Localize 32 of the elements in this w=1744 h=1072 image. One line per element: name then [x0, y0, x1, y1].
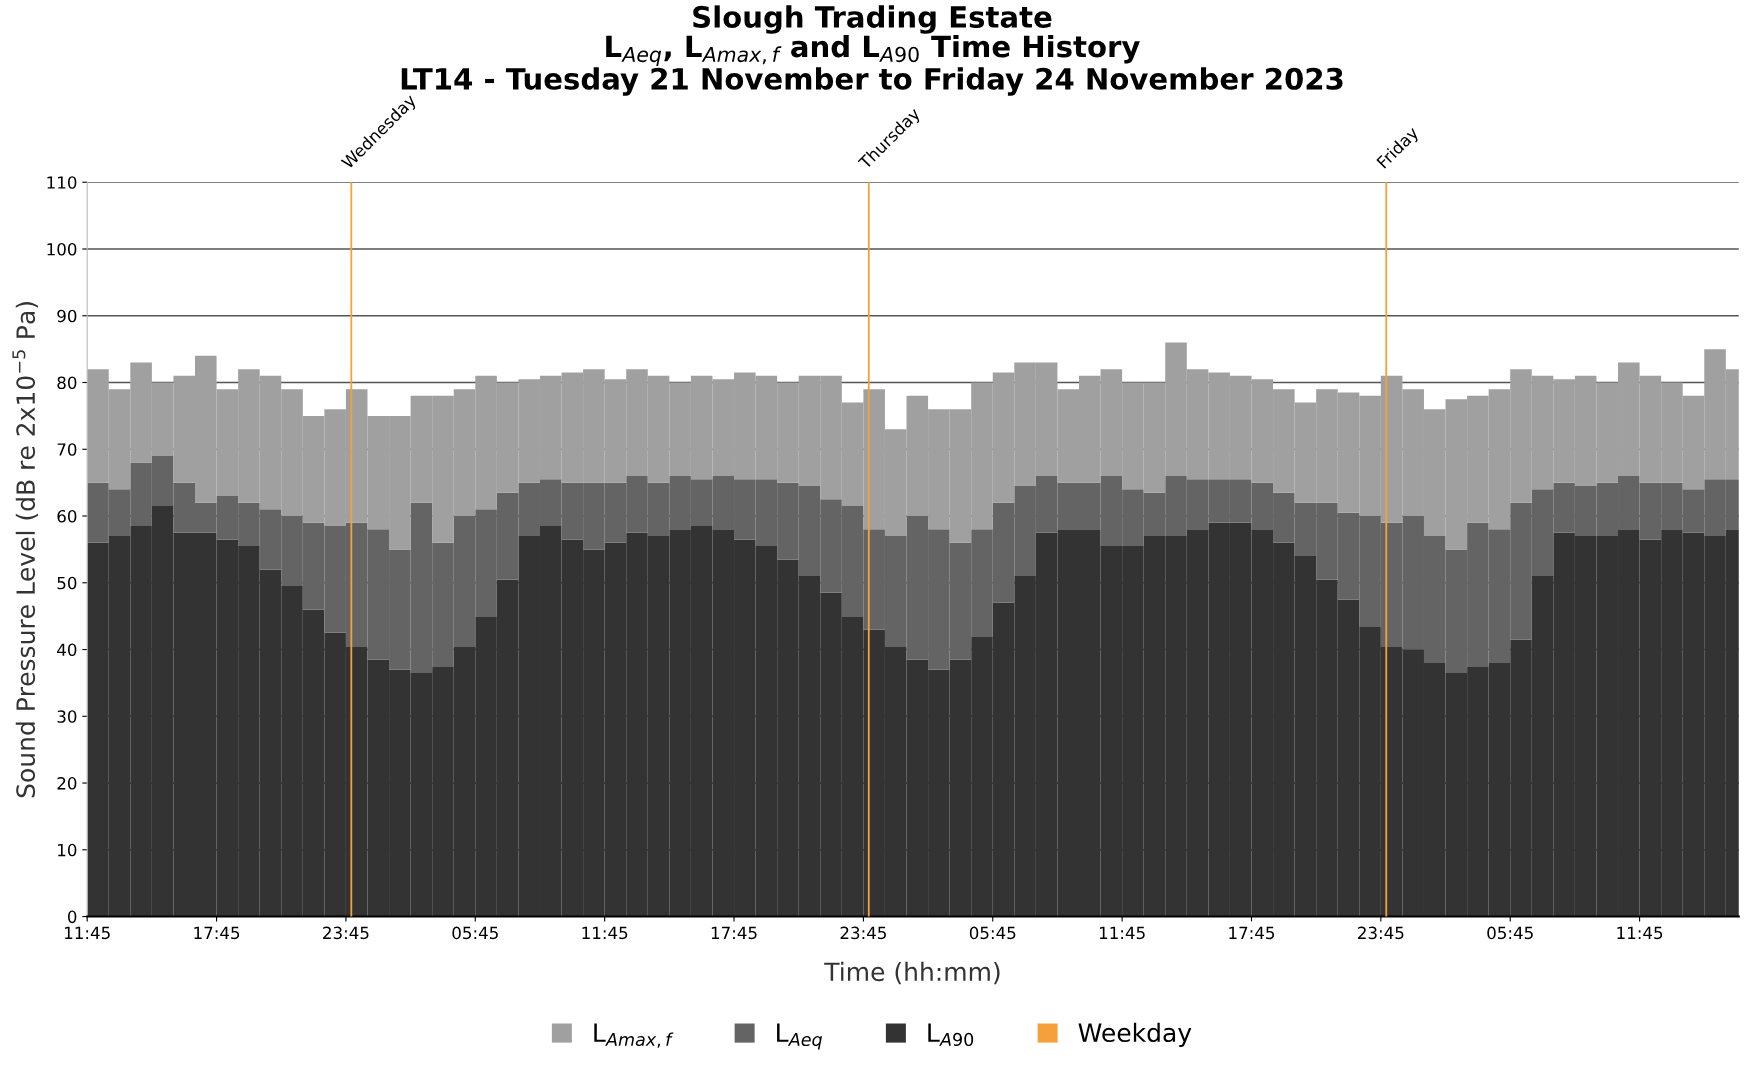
x-tick-label: 23:45	[840, 926, 886, 940]
y-tick-label: 60	[57, 509, 77, 523]
x-tick-label: 17:45	[711, 926, 757, 940]
y-tick-label: 80	[57, 376, 77, 390]
y-tick-label: 0	[67, 910, 77, 924]
legend-label: Weekday	[1078, 1022, 1192, 1047]
y-tick-label: 90	[57, 309, 77, 323]
y-tick-label: 70	[57, 443, 77, 456]
y-tick-label: 110	[47, 176, 77, 189]
y-tick-label: 40	[57, 643, 77, 657]
x-tick-label: 17:45	[194, 926, 240, 940]
x-axis-title: Time (hh:mm)	[824, 961, 1000, 985]
legend-label: L$_{Aeq}$	[777, 1023, 822, 1050]
x-tick-label: 05:45	[1487, 926, 1533, 940]
x-tick-label: 11:45	[65, 926, 110, 940]
y-tick-label: 100	[47, 242, 77, 256]
x-tick-label: 23:45	[323, 926, 369, 940]
y-axis-title: Sound Pressure Level (dB re 2x10$^{−5}$ Pa)	[12, 302, 39, 798]
legend-label: L$_{Amax,f}$	[594, 1023, 674, 1048]
y-tick-label: 20	[57, 777, 77, 790]
x-tick-label: 23:45	[1358, 926, 1404, 940]
y-tick-label: 10	[58, 843, 77, 857]
y-tick-label: 50	[57, 576, 77, 590]
legend-label: L$_{A90}$	[928, 1023, 974, 1047]
x-tick-label: 17:45	[1229, 926, 1275, 940]
x-tick-label: 05:45	[969, 926, 1016, 940]
x-tick-label: 11:45	[1099, 926, 1145, 940]
y-tick-label: 30	[57, 710, 77, 723]
x-tick-label: 05:45	[452, 926, 498, 940]
x-tick-label: 11:45	[582, 926, 628, 940]
chart-title: Slough Trading Estate L$_{Aeq}$, L$_{Amax,f}$ and L$_{A90}$ Time History LT14 - Tuesday 21 November to Friday 24 November 2023	[401, 5, 1343, 96]
x-tick-label: 11:45	[1617, 926, 1663, 940]
